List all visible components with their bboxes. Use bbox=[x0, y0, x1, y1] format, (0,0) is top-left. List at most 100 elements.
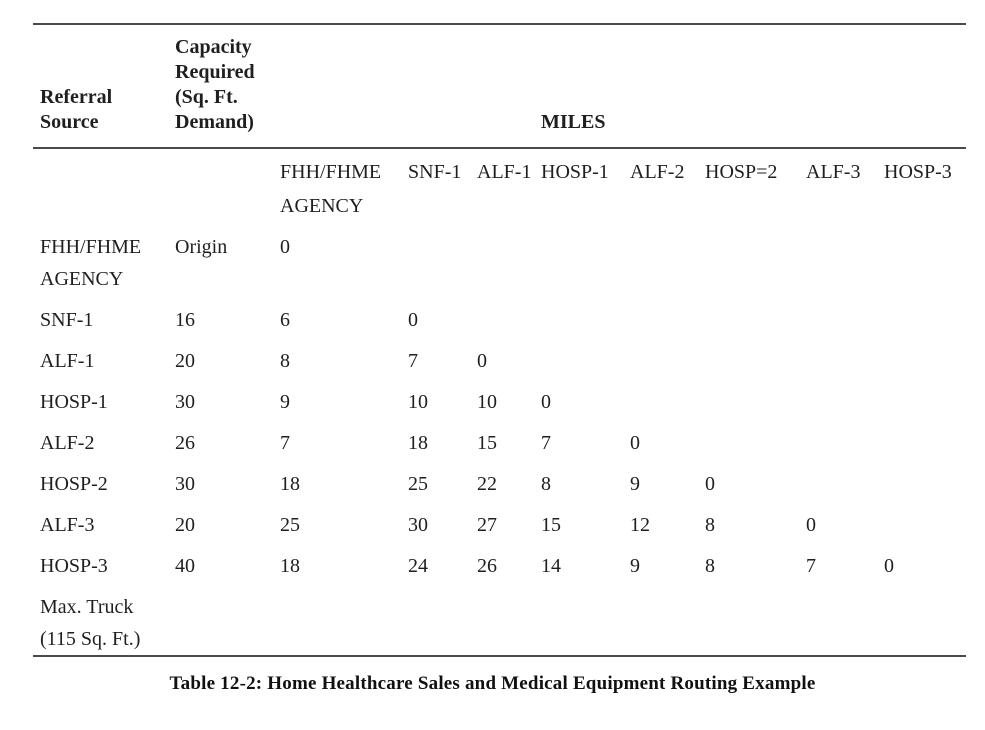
cell-miles bbox=[623, 231, 698, 304]
miles-label: MILES bbox=[541, 111, 606, 133]
cell-miles bbox=[623, 386, 698, 427]
cell-miles: 0 bbox=[477, 350, 487, 372]
cell-miles bbox=[401, 591, 470, 656]
cell-miles bbox=[470, 304, 534, 345]
cell-miles: 7 bbox=[280, 432, 290, 454]
cell-miles bbox=[799, 386, 877, 427]
miles-header: MILES bbox=[534, 24, 623, 149]
column-header-hosp-2: HOSP=2 bbox=[705, 161, 778, 183]
empty-cell bbox=[799, 24, 877, 149]
cell-miles bbox=[534, 345, 623, 386]
table-row: ALF-3 20 25 30 27 15 12 8 0 bbox=[33, 509, 966, 550]
table-body: FHH/FHME AGENCY Origin 0 SNF-1 16 6 0 ALF-1 20 8 7… bbox=[33, 231, 966, 656]
cell-miles: 10 bbox=[408, 391, 428, 413]
cell-miles bbox=[534, 304, 623, 345]
cell-miles: 27 bbox=[477, 514, 497, 536]
empty-cell bbox=[623, 24, 698, 149]
cell-source: ALF-1 bbox=[40, 350, 95, 372]
cell-miles bbox=[877, 386, 966, 427]
cell-miles bbox=[877, 591, 966, 656]
cell-miles bbox=[877, 468, 966, 509]
referral-source-label: Referral Source bbox=[40, 86, 113, 133]
cell-miles: 12 bbox=[630, 514, 650, 536]
table-row: ALF-1 20 8 7 0 bbox=[33, 345, 966, 386]
cell-miles bbox=[470, 591, 534, 656]
cell-capacity: 20 bbox=[175, 350, 195, 372]
column-header-hosp-1: HOSP-1 bbox=[541, 161, 609, 183]
empty-cell bbox=[168, 148, 273, 231]
column-header-hosp-3: HOSP-3 bbox=[884, 161, 952, 183]
table-row: HOSP-2 30 18 25 22 8 9 0 bbox=[33, 468, 966, 509]
cell-miles: 7 bbox=[541, 432, 551, 454]
cell-miles: 0 bbox=[630, 432, 640, 454]
table-row: FHH/FHME AGENCY Origin 0 bbox=[33, 231, 966, 304]
cell-miles bbox=[623, 345, 698, 386]
cell-miles: 15 bbox=[477, 432, 497, 454]
table-row: Max. Truck (115 Sq. Ft.) bbox=[33, 591, 966, 656]
document-page: Referral Source Capacity Required (Sq. F… bbox=[0, 23, 985, 730]
column-header-alf-1: ALF-1 bbox=[477, 161, 532, 183]
column-header-fhh-fhme-agency: FHH/FHME AGENCY bbox=[280, 161, 382, 217]
cell-miles bbox=[799, 231, 877, 304]
table-caption: Table 12-2: Home Healthcare Sales and Me… bbox=[169, 673, 816, 694]
cell-miles bbox=[799, 427, 877, 468]
cell-miles: 25 bbox=[280, 514, 300, 536]
empty-cell bbox=[698, 24, 799, 149]
cell-miles: 0 bbox=[806, 514, 816, 536]
cell-miles: 0 bbox=[280, 236, 290, 258]
empty-cell bbox=[273, 24, 401, 149]
cell-miles: 0 bbox=[705, 473, 715, 495]
cell-miles: 10 bbox=[477, 391, 497, 413]
group-header-row: Referral Source Capacity Required (Sq. F… bbox=[33, 24, 966, 149]
cell-miles bbox=[877, 345, 966, 386]
cell-miles: 8 bbox=[280, 350, 290, 372]
cell-capacity: 40 bbox=[175, 555, 195, 577]
cell-miles: 8 bbox=[705, 514, 715, 536]
cell-miles: 9 bbox=[630, 555, 640, 577]
cell-miles: 8 bbox=[541, 473, 551, 495]
cell-source: HOSP-2 bbox=[40, 473, 108, 495]
cell-miles: 0 bbox=[884, 555, 894, 577]
cell-miles: 6 bbox=[280, 309, 290, 331]
cell-miles bbox=[698, 591, 799, 656]
cell-miles bbox=[273, 591, 401, 656]
table-head: Referral Source Capacity Required (Sq. F… bbox=[33, 24, 966, 231]
cell-miles bbox=[470, 231, 534, 304]
empty-cell bbox=[33, 148, 168, 231]
capacity-required-label: Capacity Required (Sq. Ft. Demand) bbox=[175, 36, 255, 133]
cell-miles bbox=[698, 386, 799, 427]
cell-miles: 14 bbox=[541, 555, 561, 577]
cell-miles bbox=[877, 231, 966, 304]
cell-source: Max. Truck (115 Sq. Ft.) bbox=[40, 596, 141, 650]
cell-miles: 30 bbox=[408, 514, 428, 536]
cell-miles bbox=[877, 304, 966, 345]
column-header-snf-1: SNF-1 bbox=[408, 161, 462, 183]
cell-capacity: 26 bbox=[175, 432, 195, 454]
cell-miles: 9 bbox=[630, 473, 640, 495]
cell-miles bbox=[877, 509, 966, 550]
cell-capacity: Origin bbox=[175, 236, 228, 258]
cell-source: SNF-1 bbox=[40, 309, 94, 331]
table-row: ALF-2 26 7 18 15 7 0 bbox=[33, 427, 966, 468]
empty-cell bbox=[470, 24, 534, 149]
table-row: HOSP-3 40 18 24 26 14 9 8 7 0 bbox=[33, 550, 966, 591]
cell-miles bbox=[698, 345, 799, 386]
cell-miles: 8 bbox=[705, 555, 715, 577]
cell-source: ALF-2 bbox=[40, 432, 95, 454]
cell-miles: 22 bbox=[477, 473, 497, 495]
cell-miles: 7 bbox=[806, 555, 816, 577]
cell-miles bbox=[401, 231, 470, 304]
column-header-alf-3: ALF-3 bbox=[806, 161, 861, 183]
cell-miles bbox=[698, 231, 799, 304]
cell-miles bbox=[534, 591, 623, 656]
cell-miles: 18 bbox=[280, 555, 300, 577]
cell-capacity: 30 bbox=[175, 473, 195, 495]
cell-capacity: 16 bbox=[175, 309, 195, 331]
cell-source: ALF-3 bbox=[40, 514, 95, 536]
cell-miles: 24 bbox=[408, 555, 428, 577]
cell-capacity: 20 bbox=[175, 514, 195, 536]
cell-miles bbox=[698, 304, 799, 345]
cell-miles: 26 bbox=[477, 555, 497, 577]
cell-miles: 0 bbox=[408, 309, 418, 331]
referral-source-header: Referral Source bbox=[33, 24, 168, 149]
